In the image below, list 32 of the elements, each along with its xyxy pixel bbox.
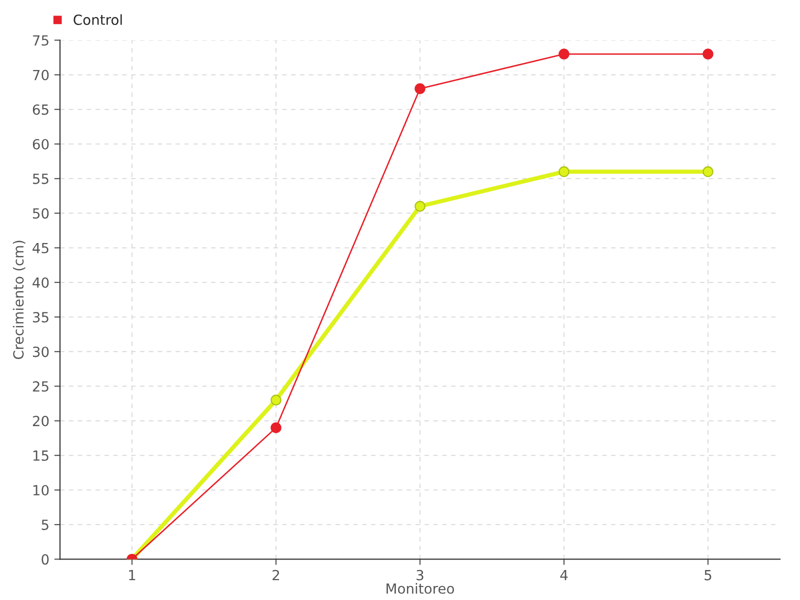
y-tick-label: 55 bbox=[32, 174, 48, 184]
x-tick-label: 1 bbox=[129, 570, 136, 580]
x-tick-label: 5 bbox=[704, 570, 712, 580]
point bbox=[414, 83, 426, 94]
y-tick-label: 45 bbox=[32, 242, 48, 254]
y-tick-label: 35 bbox=[32, 312, 48, 322]
point bbox=[270, 422, 282, 434]
y-tick-label: 5 bbox=[42, 520, 48, 530]
legend-label: Control bbox=[74, 14, 122, 26]
y-tick-label: 60 bbox=[32, 138, 49, 150]
y-tick-label: 10 bbox=[33, 484, 49, 496]
y-axis-title: Crecimiento (cm) bbox=[12, 240, 26, 360]
y-tick-label: 75 bbox=[33, 35, 48, 46]
point bbox=[702, 166, 714, 178]
y-tick-label: 70 bbox=[33, 70, 49, 80]
point bbox=[270, 394, 282, 406]
y-tick-label: 30 bbox=[32, 346, 49, 358]
y-tick-label: 65 bbox=[32, 104, 48, 115]
y-tick-label: 0 bbox=[42, 554, 49, 565]
x-axis-title: Monitoreo bbox=[386, 583, 454, 594]
point bbox=[558, 48, 570, 60]
x-tick-label: 4 bbox=[560, 570, 568, 580]
y-tick-label: 40 bbox=[32, 277, 49, 288]
x-tick-label: 2 bbox=[272, 570, 280, 580]
point bbox=[414, 200, 426, 212]
point bbox=[558, 166, 570, 178]
x-tick-label: 3 bbox=[416, 570, 424, 580]
y-tick-label: 20 bbox=[32, 416, 49, 426]
y-tick-label: 15 bbox=[33, 450, 48, 461]
y-tick-label: 25 bbox=[32, 381, 48, 392]
y-tick-label: 50 bbox=[32, 208, 49, 219]
point bbox=[702, 48, 714, 60]
